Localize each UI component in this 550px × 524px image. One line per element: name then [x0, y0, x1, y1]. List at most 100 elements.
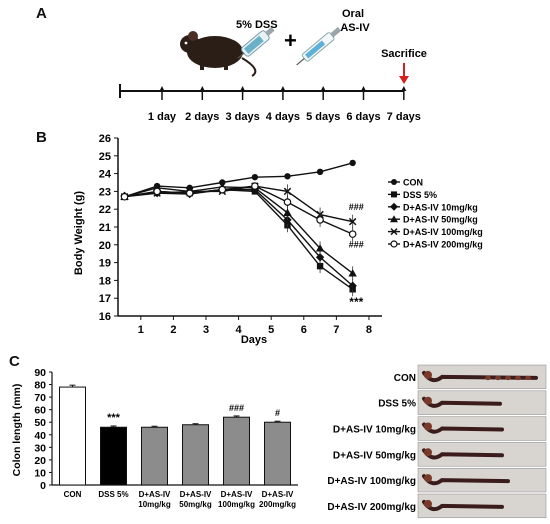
y-tick-label: 17: [99, 293, 111, 305]
cecum: [424, 474, 432, 483]
legend-marker: [391, 191, 397, 198]
timeline-diagram: 5% DSS + Oral AS-IV Sacrifice 1 day 2 day…: [119, 8, 427, 123]
colon-photo-label: CON: [394, 373, 416, 384]
colon-photo-row: D+AS-IV 10mg/kg: [333, 416, 547, 441]
x-tick-label: 1: [138, 324, 144, 336]
y-axis-label-colon: Colon length (mm): [11, 384, 23, 477]
y-tick-label: 22: [99, 204, 111, 216]
data-point: [315, 253, 325, 262]
fecal-pellet: [515, 375, 521, 381]
colon-photo-row: CON: [394, 364, 547, 390]
legend-entry: D+AS-IV 10mg/kg: [388, 202, 478, 212]
data-point: [349, 159, 356, 167]
timeline-tick-arrow: [401, 86, 407, 91]
legend-entry: D+AS-IV 50mg/kg: [388, 215, 478, 225]
colon-photo-row: DSS 5%: [378, 390, 547, 415]
data-point: [348, 230, 357, 238]
timeline-day-label: 5 days: [306, 111, 340, 123]
y-tick-label: 40: [34, 430, 46, 442]
legend-marker: [390, 215, 398, 223]
timeline-tick-arrow: [320, 86, 326, 91]
bar: [264, 421, 291, 486]
significance-annotation: #: [275, 408, 280, 418]
fecal-pellet: [505, 375, 511, 381]
bar: [141, 426, 168, 486]
bar-group: *** DSS 5%: [98, 412, 128, 499]
y-tick-label: 30: [34, 442, 46, 454]
y-tick-label: 50: [34, 417, 46, 429]
bar: [182, 424, 209, 486]
y-axis-label: Body Weight (g): [73, 191, 85, 275]
red-arrow-icon: [399, 63, 409, 84]
series-path: [124, 188, 354, 290]
y-tick-label: 18: [99, 275, 111, 287]
y-tick-label: 60: [34, 405, 46, 417]
y-tick-label: 0: [40, 480, 46, 492]
mouse-icon: [180, 31, 257, 77]
series-path: [124, 188, 354, 287]
fecal-pellet: [525, 375, 531, 381]
data-point: [315, 244, 325, 252]
cecum: [424, 422, 432, 431]
x-tick-label: 2: [170, 324, 176, 336]
y-tick-label: 80: [34, 380, 46, 392]
colon-photo-label: D+AS-IV 50mg/kg: [333, 450, 416, 461]
x-tick-label: 5: [268, 324, 274, 336]
legend-marker: [390, 202, 398, 211]
y-tick-label: 20: [99, 240, 111, 252]
y-tick-label: 20: [34, 455, 46, 467]
timeline-day-label: 6 days: [346, 111, 380, 123]
fecal-pellet: [485, 375, 491, 381]
category-label: 10mg/kg: [138, 500, 171, 509]
timeline-day-label: 4 days: [266, 111, 300, 123]
legend-entry: CON: [388, 178, 423, 188]
panel-label-c: C: [9, 353, 20, 370]
colon-photo-label: D+AS-IV 100mg/kg: [327, 476, 416, 487]
data-point: [283, 187, 292, 196]
timeline-tick-arrow: [199, 86, 205, 91]
sacrifice-label: Sacrifice: [381, 48, 427, 60]
oral-syringe-icon: [296, 26, 342, 66]
y-tick-label: 21: [99, 222, 111, 234]
series-line: [120, 185, 357, 293]
category-label: D+AS-IV: [139, 490, 171, 499]
significance-annotation: ***: [349, 295, 363, 309]
colon-photo-label: D+AS-IV 200mg/kg: [327, 502, 416, 513]
legend-label: D+AS-IV 200mg/kg: [403, 240, 483, 250]
colon-photo-row: D+AS-IV 100mg/kg: [327, 467, 547, 493]
bar: [59, 386, 86, 486]
timeline-day-label: 1 day: [148, 111, 177, 123]
y-tick-label: 25: [99, 151, 111, 163]
category-label: 200mg/kg: [259, 500, 296, 509]
significance-annotation: ***: [107, 412, 121, 424]
cecum: [424, 499, 432, 508]
data-point: [251, 182, 259, 190]
data-point: [153, 187, 161, 196]
data-point: [283, 208, 292, 216]
y-tick-label: 16: [99, 311, 111, 323]
series-path: [124, 185, 353, 223]
series-path: [124, 162, 353, 198]
y-tick-label: 90: [34, 367, 46, 379]
x-tick-label: 6: [301, 324, 307, 336]
category-label: 100mg/kg: [218, 500, 255, 509]
bar: [100, 426, 127, 486]
oral-label: Oral: [342, 8, 364, 20]
category-label: D+AS-IV: [221, 490, 253, 499]
panel-label-b: B: [36, 129, 47, 146]
legend-marker: [390, 228, 398, 236]
category-label: D+AS-IV: [180, 490, 212, 499]
category-label: 50mg/kg: [179, 500, 212, 509]
colon-photo-row: D+AS-IV 50mg/kg: [333, 442, 547, 467]
legend-entry: D+AS-IV 100mg/kg: [388, 227, 483, 237]
timeline-ticks: 1 day 2 days 3 days 4 days 5 days 6 days 7 day…: [148, 86, 421, 123]
data-point: [348, 269, 357, 277]
legend-entry: DSS 5%: [388, 190, 437, 200]
cecum: [424, 448, 432, 457]
legend-label: CON: [403, 178, 423, 188]
category-label: DSS 5%: [98, 490, 128, 499]
